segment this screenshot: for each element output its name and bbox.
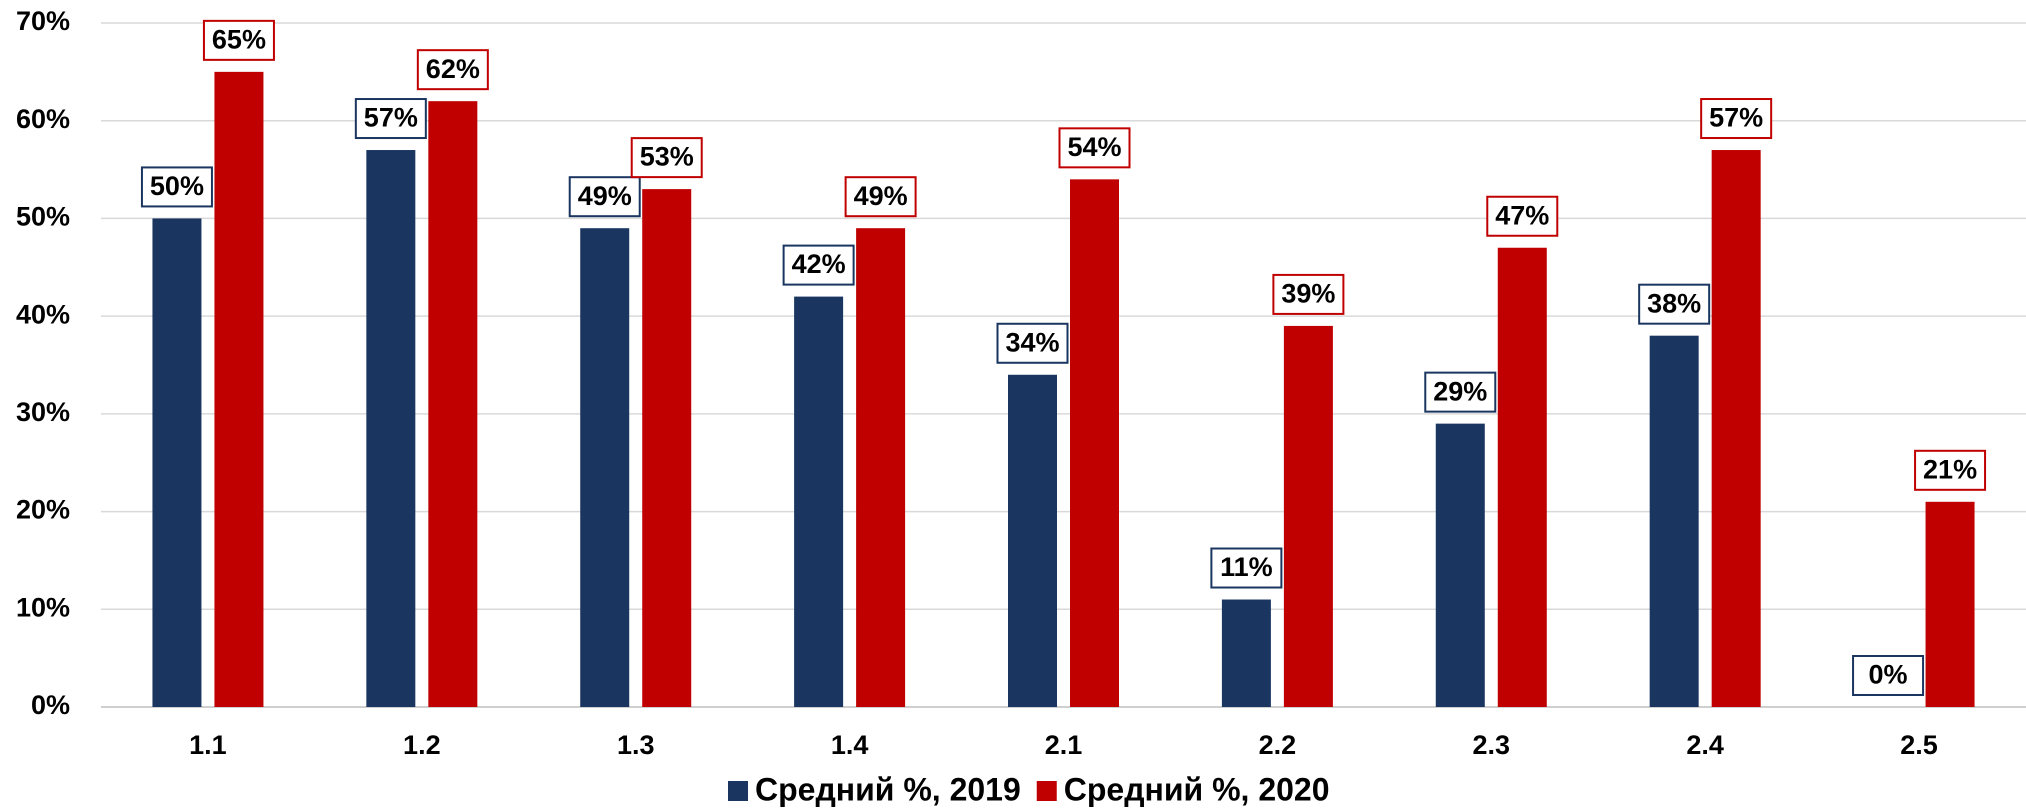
y-tick-label: 30% <box>16 397 70 427</box>
data-label-box <box>630 137 703 179</box>
bar <box>366 150 416 707</box>
data-label: 49% <box>578 181 632 211</box>
y-tick-label: 40% <box>16 299 70 329</box>
data-label: 53% <box>640 142 694 172</box>
bar <box>428 101 478 707</box>
data-label-box <box>1914 449 1987 491</box>
bar <box>152 218 202 707</box>
data-label: 62% <box>426 54 480 84</box>
bar <box>214 71 264 708</box>
x-tick-label: 2.1 <box>1045 730 1083 760</box>
data-label: 39% <box>1281 279 1335 309</box>
data-label: 0% <box>1869 660 1908 690</box>
x-tick-label: 1.3 <box>617 730 655 760</box>
data-label: 47% <box>1495 200 1549 230</box>
data-label-box <box>140 166 213 208</box>
data-label: 11% <box>1220 552 1273 582</box>
legend-swatch <box>728 781 748 801</box>
data-label-box <box>568 176 641 218</box>
x-tick-label: 2.4 <box>1686 730 1724 760</box>
data-label-box <box>416 49 489 91</box>
data-label-box <box>782 244 855 286</box>
bar <box>1070 179 1119 708</box>
data-label: 38% <box>1647 288 1701 318</box>
data-label-box <box>202 19 275 61</box>
bar <box>580 228 630 707</box>
x-tick-label: 1.2 <box>403 730 441 760</box>
bar <box>1649 335 1699 707</box>
bar <box>1283 325 1333 707</box>
data-label: 34% <box>1005 327 1059 357</box>
bar <box>856 228 906 707</box>
y-tick-label: 10% <box>16 592 70 622</box>
bar <box>794 296 844 707</box>
y-tick-label: 50% <box>16 202 70 232</box>
data-label-box <box>844 176 917 218</box>
data-label-box <box>1486 195 1559 237</box>
bar <box>1435 423 1485 707</box>
bar <box>1497 247 1547 707</box>
y-tick-label: 60% <box>16 104 70 134</box>
data-label-box <box>996 322 1069 364</box>
data-label: 42% <box>792 249 846 279</box>
data-label: 57% <box>1709 103 1763 133</box>
bar <box>1008 374 1057 707</box>
bar <box>642 189 692 708</box>
legend-swatch <box>1036 781 1057 801</box>
y-tick-label: 70% <box>16 6 70 36</box>
y-tick-label: 0% <box>31 690 70 720</box>
data-label-box <box>1852 655 1925 696</box>
legend-label: Средний %, 2019 <box>755 771 1021 807</box>
data-label-box <box>1058 127 1131 169</box>
data-label-box <box>354 98 427 140</box>
x-tick-label: 1.4 <box>831 730 869 760</box>
data-label-box <box>1700 98 1773 140</box>
data-label-box <box>1638 283 1711 325</box>
bar <box>1221 599 1271 707</box>
x-tick-label: 2.2 <box>1259 730 1297 760</box>
legend-label: Средний %, 2020 <box>1064 771 1330 807</box>
x-tick-label: 1.1 <box>189 730 227 760</box>
y-tick-label: 20% <box>16 495 70 525</box>
data-label: 65% <box>212 24 266 54</box>
x-tick-label: 2.3 <box>1473 730 1511 760</box>
data-label-box <box>1272 273 1345 315</box>
bar <box>1711 150 1761 707</box>
data-label-box <box>1210 547 1283 589</box>
data-label: 54% <box>1067 132 1121 162</box>
data-label: 57% <box>364 103 418 133</box>
x-tick-label: 2.5 <box>1900 730 1938 760</box>
data-label: 21% <box>1923 454 1977 484</box>
data-label: 50% <box>150 171 204 201</box>
data-label-box <box>1424 371 1497 413</box>
bar <box>1925 501 1975 707</box>
data-label: 29% <box>1433 376 1487 406</box>
data-label: 49% <box>854 181 908 211</box>
